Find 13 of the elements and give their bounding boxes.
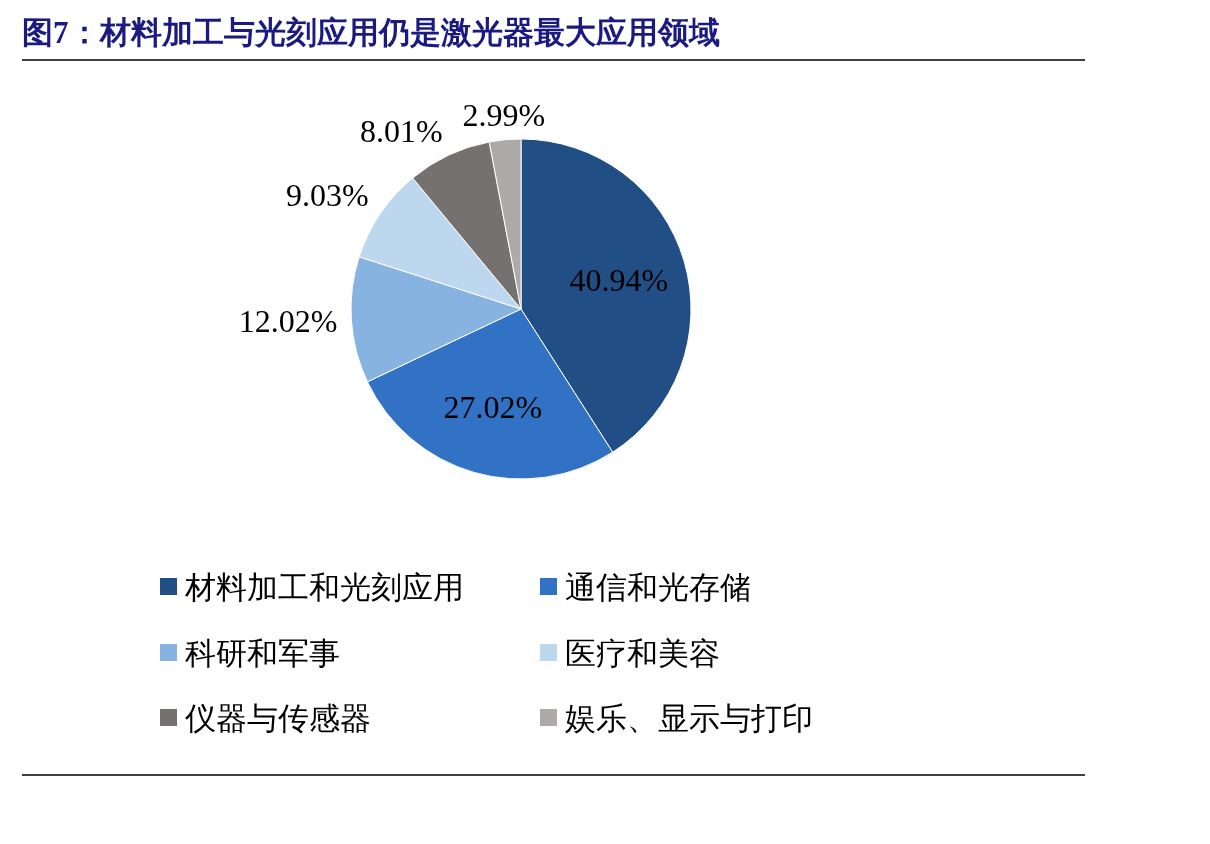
legend-label: 科研和军事	[185, 636, 340, 671]
legend-label: 医疗和美容	[565, 636, 720, 671]
data-label: 8.01%	[360, 113, 443, 150]
data-label: 12.02%	[238, 302, 338, 339]
legend-label: 仪器与传感器	[185, 701, 371, 736]
data-label: 40.94%	[569, 262, 669, 299]
data-label: 2.99%	[462, 96, 546, 133]
legend-label: 通信和光存储	[565, 570, 751, 605]
data-label: 27.02%	[443, 389, 543, 426]
data-label: 9.03%	[286, 176, 369, 213]
legend-label: 娱乐、显示与打印	[565, 701, 813, 736]
legend-label: 材料加工和光刻应用	[184, 570, 464, 605]
chart-title: 图7：材料加工与光刻应用仍是激光器最大应用领域	[22, 15, 720, 50]
